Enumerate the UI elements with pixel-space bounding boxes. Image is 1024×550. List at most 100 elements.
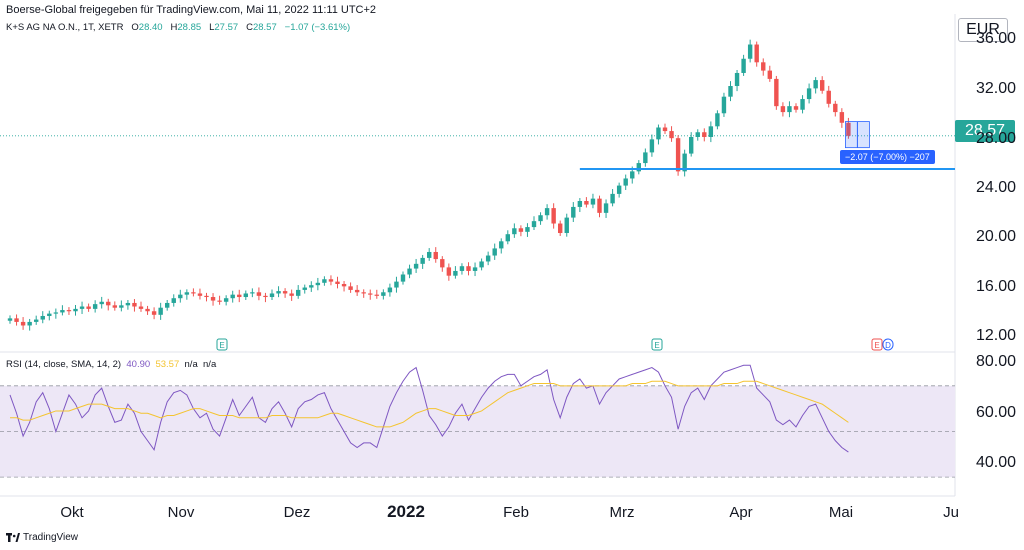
candle-body [20, 321, 26, 326]
footer: TradingView [6, 532, 78, 543]
candle-body [662, 127, 668, 132]
time-tick: Ju [943, 504, 959, 521]
candle-body [7, 318, 13, 321]
time-tick: Mrz [609, 504, 635, 521]
event-marker-box[interactable] [871, 338, 883, 351]
footer-brand[interactable]: TradingView [23, 532, 79, 543]
candle-body [800, 99, 805, 110]
candle-body [466, 266, 471, 271]
time-tick: Mai [828, 504, 854, 521]
candle-body [73, 308, 78, 312]
candle-body [564, 217, 569, 234]
candle-body [793, 106, 799, 110]
candle-body [544, 208, 550, 216]
candle-body [204, 295, 209, 298]
candle-body [767, 70, 772, 79]
event-marker: E [216, 338, 228, 351]
candle-body [223, 298, 229, 302]
candle-body [151, 311, 157, 315]
currency-button[interactable]: EUR [958, 18, 1008, 42]
candle-body [734, 72, 740, 87]
candle-body [210, 297, 216, 301]
rsi-na-2: n/a [203, 359, 217, 370]
candle-body [289, 293, 294, 296]
candle-body [374, 294, 379, 296]
event-marker: E [871, 338, 883, 351]
candle-body [682, 153, 687, 172]
candle-body [178, 294, 183, 299]
rsi-tick: 80.00 [975, 353, 1016, 370]
candle-body [479, 261, 484, 268]
high-value: 28.85 [177, 22, 202, 33]
event-marker-box[interactable] [882, 338, 894, 351]
symbol-label[interactable]: K+S AG NA O.N., 1T, XETR [6, 22, 124, 33]
event-marker: D [882, 338, 894, 351]
candle-body [571, 206, 576, 218]
rsi-label[interactable]: RSI (14, close, SMA, 14, 2) [6, 359, 122, 370]
event-marker: E [651, 338, 663, 351]
candle-body [754, 44, 759, 63]
candle-body [675, 138, 681, 172]
price-tick: 24.00 [975, 179, 1016, 196]
time-tick: Feb [503, 504, 529, 521]
candle-body [66, 310, 72, 312]
candle-body [715, 113, 720, 127]
candle-body [387, 287, 393, 293]
candle-body [492, 248, 497, 256]
candle-body [577, 201, 583, 207]
candle-body [708, 126, 714, 137]
candle-body [806, 88, 812, 100]
candle-body [282, 291, 288, 294]
candle-body [92, 304, 98, 309]
rsi-legend: RSI (14, close, SMA, 14, 2) 40.90 53.57 … [6, 359, 216, 370]
candle-body [610, 193, 615, 204]
candle-body [86, 306, 91, 309]
time-tick: Okt [60, 504, 84, 521]
change-value: −1.07 (−3.61%) [284, 22, 351, 33]
candle-body [60, 310, 65, 313]
candle-body [440, 259, 445, 268]
candle-body [40, 315, 45, 320]
event-marker-box[interactable] [651, 338, 663, 351]
candle-body [165, 302, 170, 308]
candle-body [171, 298, 176, 303]
candle-body [472, 267, 478, 271]
close-value: 28.57 [252, 22, 277, 33]
candle-body [125, 302, 131, 306]
candle-body [728, 86, 733, 97]
tradingview-logo-icon [6, 532, 20, 542]
candle-body [649, 139, 655, 153]
candle-body [590, 198, 596, 205]
candle-body [459, 266, 465, 271]
rsi-na-1: n/a [184, 359, 198, 370]
candle-body [138, 306, 144, 309]
time-tick: Dez [283, 504, 311, 521]
candle-body [407, 268, 412, 275]
event-marker-box[interactable] [216, 338, 228, 351]
candle-body [106, 301, 111, 306]
price-tick: 32.00 [975, 80, 1016, 97]
candle-body [47, 313, 52, 316]
candle-body [145, 308, 150, 312]
event-marker-label: E [874, 341, 879, 350]
rsi-sma-line [10, 380, 849, 428]
rsi-value: 40.90 [126, 359, 151, 370]
candle-body [846, 122, 851, 136]
candle-body [558, 223, 563, 234]
candle-body [99, 301, 104, 305]
price-tick: 12.00 [975, 327, 1016, 344]
candle-body [427, 251, 432, 258]
event-marker-label: D [885, 341, 891, 350]
candle-body [820, 80, 825, 91]
low-value: 27.57 [214, 22, 239, 33]
candle-body [112, 305, 117, 308]
rsi-sma-value: 53.57 [155, 359, 180, 370]
candle-body [158, 307, 163, 315]
measure-label: −2.07 (−7.00%) −207 [840, 150, 935, 164]
candle-body [702, 132, 707, 137]
candle-body [34, 319, 39, 322]
candle-body [433, 251, 438, 260]
candle-body [184, 292, 190, 295]
time-tick: Apr [729, 504, 753, 521]
